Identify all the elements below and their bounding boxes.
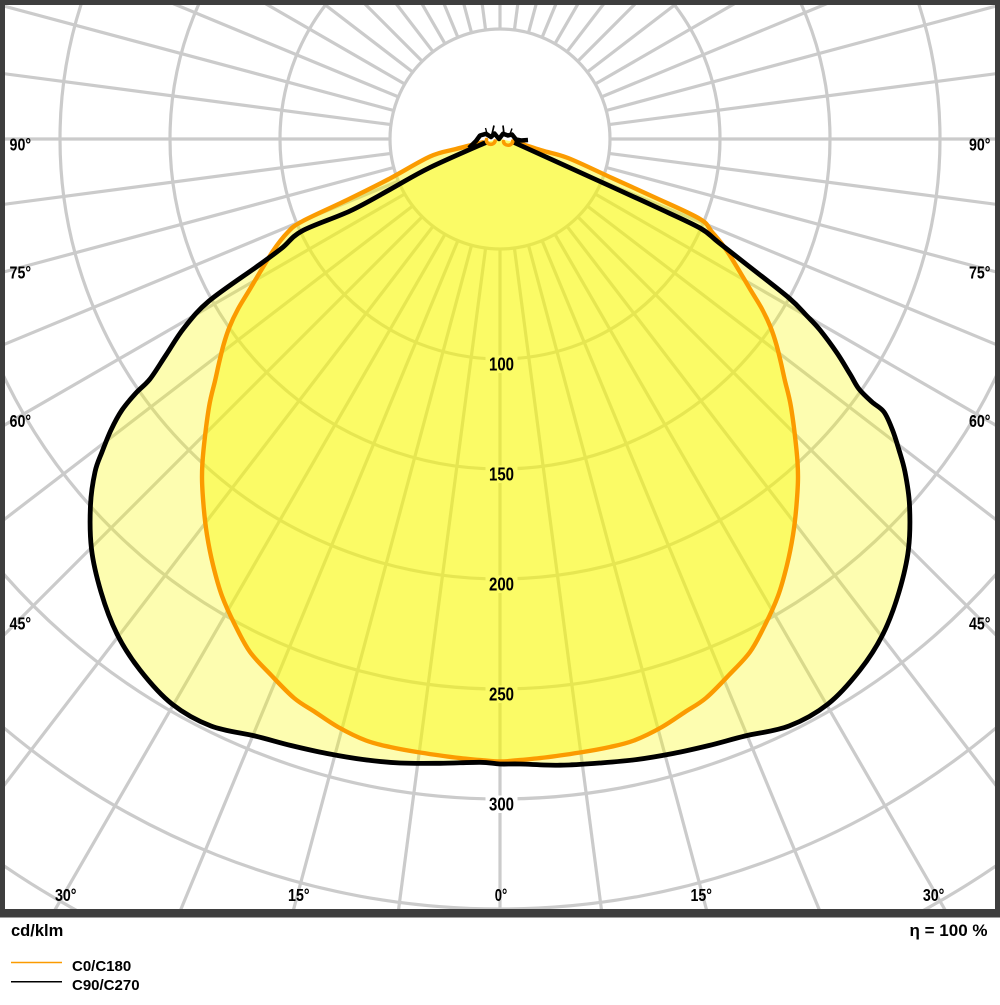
svg-text:90°: 90° bbox=[969, 135, 991, 155]
svg-text:250: 250 bbox=[489, 684, 514, 705]
svg-text:300: 300 bbox=[489, 794, 514, 815]
svg-text:45°: 45° bbox=[969, 614, 991, 634]
svg-text:45°: 45° bbox=[10, 614, 32, 634]
svg-text:90°: 90° bbox=[10, 135, 32, 155]
svg-text:0°: 0° bbox=[495, 885, 508, 905]
svg-text:60°: 60° bbox=[10, 411, 32, 431]
svg-text:C90/C270: C90/C270 bbox=[72, 977, 140, 994]
svg-text:30°: 30° bbox=[923, 885, 945, 905]
svg-text:15°: 15° bbox=[690, 885, 712, 905]
svg-text:100: 100 bbox=[489, 354, 514, 375]
svg-text:75°: 75° bbox=[10, 263, 32, 283]
svg-text:30°: 30° bbox=[55, 885, 77, 905]
svg-text:η = 100 %: η = 100 % bbox=[910, 921, 988, 940]
svg-text:cd/klm: cd/klm bbox=[11, 922, 63, 940]
svg-text:200: 200 bbox=[489, 574, 514, 595]
svg-text:C0/C180: C0/C180 bbox=[72, 958, 131, 975]
svg-text:15°: 15° bbox=[288, 885, 310, 905]
svg-text:60°: 60° bbox=[969, 411, 991, 431]
svg-text:75°: 75° bbox=[969, 263, 991, 283]
svg-text:150: 150 bbox=[489, 464, 514, 485]
